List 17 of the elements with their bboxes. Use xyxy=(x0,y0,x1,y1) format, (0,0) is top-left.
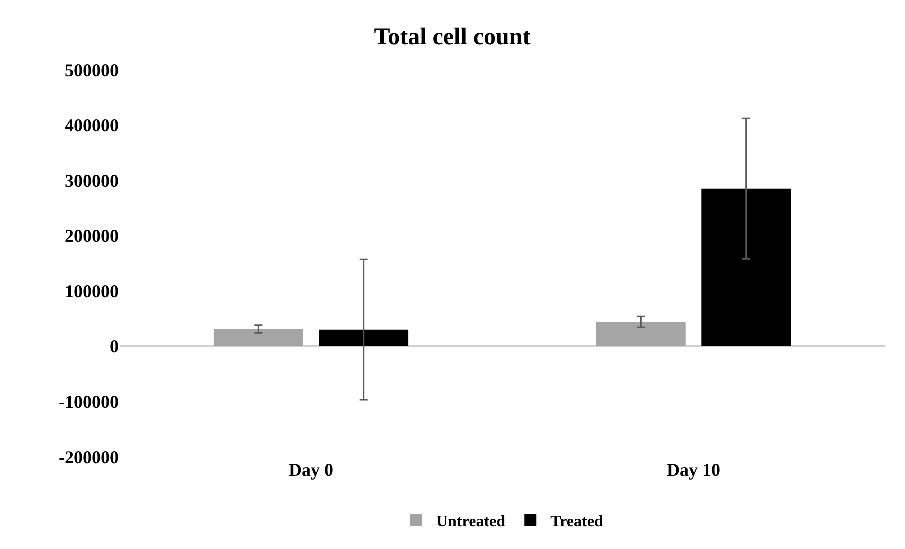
legend-label: Treated xyxy=(550,514,604,531)
chart-title: Total cell count xyxy=(374,24,531,50)
legend-label: Untreated xyxy=(436,514,506,531)
y-tick-label: 0 xyxy=(110,336,119,357)
y-tick-label: 200000 xyxy=(65,226,119,246)
y-tick-label: 100000 xyxy=(65,281,119,302)
bar xyxy=(702,188,792,346)
bar xyxy=(319,330,409,346)
y-tick-label: -100000 xyxy=(59,392,119,412)
y-tick-label: 400000 xyxy=(65,116,119,136)
bar xyxy=(596,322,686,346)
y-tick-label: 500000 xyxy=(65,60,119,80)
y-tick-label: 300000 xyxy=(65,170,119,191)
y-tick-label: -200000 xyxy=(59,447,119,468)
x-tick-label: Day 0 xyxy=(289,460,334,480)
x-tick-label: Day 10 xyxy=(667,460,720,480)
bar xyxy=(214,329,304,346)
